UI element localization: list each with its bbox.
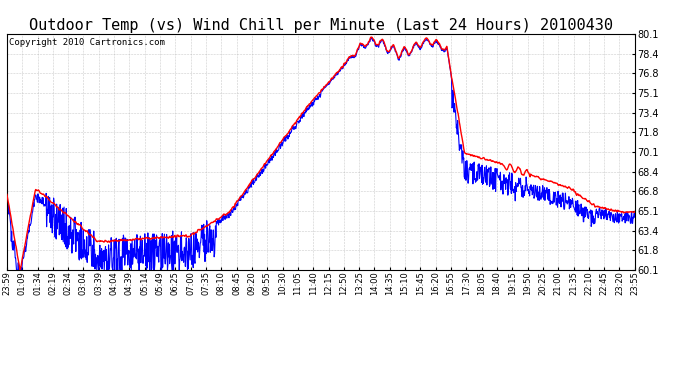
Text: Copyright 2010 Cartronics.com: Copyright 2010 Cartronics.com [9,39,165,48]
Title: Outdoor Temp (vs) Wind Chill per Minute (Last 24 Hours) 20100430: Outdoor Temp (vs) Wind Chill per Minute … [29,18,613,33]
